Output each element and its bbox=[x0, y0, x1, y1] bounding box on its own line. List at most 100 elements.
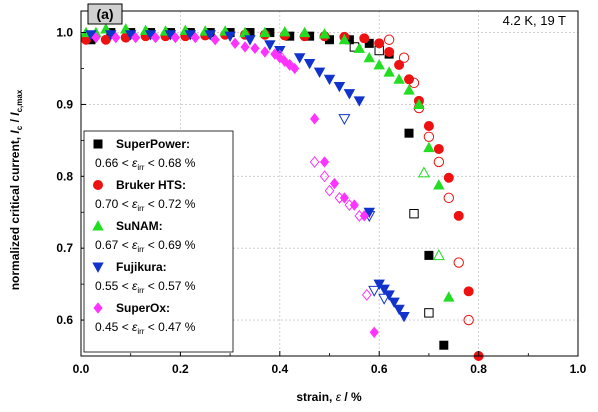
series-4 bbox=[85, 30, 410, 323]
data-point bbox=[453, 210, 464, 221]
data-point bbox=[210, 34, 220, 46]
data-point bbox=[363, 207, 375, 219]
legend-series-name: SuperPower: bbox=[116, 137, 190, 151]
data-point-open bbox=[334, 191, 345, 204]
data-point-open bbox=[368, 285, 381, 297]
data-point-open bbox=[319, 170, 330, 183]
x-tick-label: 0.0 bbox=[73, 362, 90, 376]
data-point bbox=[394, 59, 405, 70]
data-point bbox=[190, 31, 200, 44]
x-tick-label: 0.2 bbox=[172, 362, 189, 376]
data-point-open bbox=[433, 156, 445, 168]
data-point bbox=[230, 37, 240, 50]
y-tick-label: 0.9 bbox=[56, 97, 73, 111]
legend-marker bbox=[92, 262, 104, 273]
y-tick-label: 1.0 bbox=[56, 26, 73, 40]
condition-label: 4.2 K, 19 T bbox=[503, 13, 566, 28]
data-point bbox=[384, 46, 395, 57]
data-point bbox=[353, 42, 366, 53]
data-point bbox=[303, 58, 316, 70]
grid-lines bbox=[81, 11, 578, 356]
data-point bbox=[204, 30, 216, 41]
data-point bbox=[318, 28, 331, 39]
data-point bbox=[433, 179, 445, 190]
panel-label: (a) bbox=[96, 6, 113, 22]
data-point bbox=[259, 26, 271, 38]
legend-series-range: 0.70 < εirr < 0.72 % bbox=[95, 197, 196, 213]
data-point-open bbox=[344, 199, 355, 212]
data-point-open bbox=[309, 155, 320, 168]
data-point bbox=[443, 291, 455, 302]
legend-series-range: 0.55 < εirr < 0.57 % bbox=[95, 279, 196, 295]
data-point bbox=[423, 141, 435, 153]
data-point bbox=[378, 284, 390, 295]
legend-series-name: SuNAM: bbox=[116, 219, 163, 233]
data-point bbox=[150, 31, 161, 44]
legend-series-range: 0.45 < εirr < 0.47 % bbox=[95, 320, 196, 336]
data-point-open bbox=[423, 131, 435, 142]
data-point-open bbox=[408, 77, 420, 89]
data-point-open bbox=[338, 114, 351, 126]
data-point bbox=[393, 304, 405, 316]
data-point bbox=[359, 33, 370, 44]
legend-marker bbox=[93, 180, 104, 191]
data-point bbox=[404, 128, 414, 138]
x-axis-label: strain, ε / % bbox=[296, 390, 362, 404]
data-point bbox=[339, 192, 349, 204]
data-point bbox=[353, 96, 366, 107]
legend-series-range: 0.67 < εirr < 0.69 % bbox=[95, 238, 196, 254]
legend-marker bbox=[92, 220, 104, 231]
y-axis-label: normalized critical current, Ic / Ic,max bbox=[8, 89, 24, 290]
series-5 bbox=[91, 31, 379, 338]
data-point-open bbox=[378, 293, 391, 305]
data-point bbox=[250, 42, 260, 55]
data-point bbox=[310, 113, 320, 125]
data-markers bbox=[80, 23, 484, 361]
data-point bbox=[333, 81, 346, 93]
data-point-open bbox=[361, 288, 372, 301]
data-point bbox=[374, 38, 385, 49]
y-tick-label: 0.6 bbox=[56, 313, 73, 327]
data-point-open bbox=[274, 49, 285, 62]
data-point bbox=[329, 177, 340, 190]
data-point bbox=[240, 41, 250, 53]
legend-series-name: Bruker HTS: bbox=[116, 178, 186, 192]
data-point bbox=[443, 172, 454, 183]
data-point bbox=[343, 89, 356, 100]
data-point bbox=[439, 340, 449, 350]
data-point-open bbox=[354, 209, 365, 222]
data-point bbox=[313, 67, 326, 78]
legend-series-range: 0.66 < εirr < 0.68 % bbox=[95, 156, 196, 172]
x-tick-label: 1.0 bbox=[570, 362, 587, 376]
data-point-open bbox=[424, 308, 434, 318]
x-tick-label: 0.6 bbox=[371, 362, 388, 376]
data-point bbox=[369, 326, 379, 338]
data-point-open bbox=[398, 52, 410, 63]
data-point bbox=[239, 26, 251, 38]
data-point bbox=[383, 66, 395, 77]
data-point bbox=[131, 31, 141, 44]
data-point bbox=[423, 121, 434, 132]
data-point-open bbox=[409, 208, 419, 219]
data-point-open bbox=[463, 314, 474, 326]
data-point bbox=[323, 74, 336, 86]
legend-marker bbox=[93, 302, 103, 314]
data-point bbox=[264, 40, 276, 51]
data-point-open bbox=[284, 58, 295, 71]
data-point bbox=[373, 59, 385, 70]
panel-label-box bbox=[87, 3, 123, 25]
data-point bbox=[424, 250, 434, 260]
axis-ticks: 0.0 0.2 0.4 0.6 0.8 1.0 0.6 0.7 0.8 0.9 1.0 bbox=[56, 26, 586, 376]
data-point bbox=[279, 26, 291, 37]
legend-box bbox=[83, 130, 234, 353]
y-tick-label: 0.7 bbox=[56, 241, 73, 255]
data-point-open bbox=[417, 166, 430, 178]
legend-marker bbox=[93, 139, 103, 149]
legend-series-name: Fujikura: bbox=[116, 260, 167, 274]
data-point bbox=[244, 35, 256, 46]
data-point bbox=[388, 297, 400, 308]
data-point bbox=[338, 33, 351, 45]
x-tick-label: 0.4 bbox=[271, 362, 288, 376]
data-point bbox=[260, 46, 270, 58]
